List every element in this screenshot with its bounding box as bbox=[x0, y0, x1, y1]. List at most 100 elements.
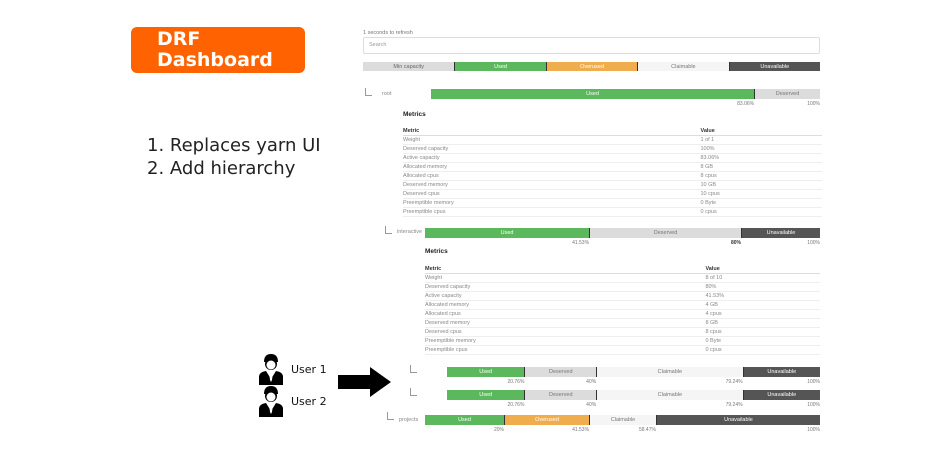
metrics-row: Preemptible cpus 0 cpus bbox=[425, 345, 820, 355]
metrics-row: Preemptible memory 0 Byte bbox=[425, 336, 820, 346]
metric-value: 8 of 10 bbox=[705, 273, 820, 283]
segment-deserved: Deserved bbox=[754, 89, 820, 99]
capacity-bar[interactable]: Used Deserved Claimable Unavailable 20.76% 40… bbox=[447, 367, 820, 385]
segment-unavailable: Unavailable bbox=[742, 367, 820, 377]
metrics-table: Metric Value Weight 1 of 1 Deserved capacity… bbox=[403, 127, 822, 217]
metrics-row: Allocated memory 8 GB bbox=[403, 162, 822, 172]
tree-branch-icon bbox=[365, 88, 372, 96]
metric-column-header: Metric bbox=[403, 127, 701, 136]
tick-label: 79.24% bbox=[725, 379, 743, 385]
tick-label: 80% bbox=[730, 240, 741, 246]
tick-label: 79.24% bbox=[725, 402, 743, 408]
segment-deserved: Deserved bbox=[524, 367, 597, 377]
tick-label: 100% bbox=[807, 402, 820, 408]
tick-label: 41.53% bbox=[572, 240, 590, 246]
tick-label: 100% bbox=[807, 240, 820, 246]
capacity-bar[interactable]: Used Deserved Unavailable 41.53% 80% 100% bbox=[425, 228, 820, 246]
legend-unavailable: Unavailable bbox=[728, 62, 820, 71]
metric-name: Deserved memory bbox=[403, 180, 701, 190]
metric-value: 10 cpus bbox=[700, 189, 822, 199]
metric-name: Active capacity bbox=[403, 153, 701, 163]
metric-value: 83.06% bbox=[700, 153, 822, 163]
capacity-bar[interactable]: Used Overused Claimable Unavailable 20% 41.53… bbox=[425, 415, 820, 433]
tree-branch-icon bbox=[385, 226, 392, 234]
metric-name: Allocated cpus bbox=[425, 309, 706, 319]
feature-item: 1. Replaces yarn UI bbox=[147, 135, 321, 156]
metrics-row: Active capacity 83.06% bbox=[403, 153, 822, 163]
user-icon bbox=[259, 386, 283, 417]
tick-label: 100% bbox=[807, 101, 820, 107]
metric-name: Allocated memory bbox=[425, 300, 706, 310]
tick-label: 100% bbox=[807, 379, 820, 385]
segment-claimable: Claimable bbox=[596, 390, 743, 400]
metric-value: 8 cpus bbox=[705, 327, 820, 337]
metric-name: Weight bbox=[403, 135, 701, 145]
segment-overused: Overused bbox=[504, 415, 590, 425]
metric-value: 0 cpus bbox=[700, 207, 822, 217]
segment-used: Used bbox=[431, 89, 755, 99]
metrics-row: Deserved capacity 100% bbox=[403, 144, 822, 154]
tick-label: 40% bbox=[586, 379, 597, 385]
metrics-row: Allocated memory 4 GB bbox=[425, 300, 820, 310]
user-icon bbox=[259, 354, 283, 385]
segment-used: Used bbox=[447, 367, 525, 377]
metric-value: 0 Byte bbox=[705, 336, 820, 346]
value-column-header: Value bbox=[705, 265, 820, 274]
value-column-header: Value bbox=[700, 127, 822, 136]
user-label: User 2 bbox=[291, 395, 327, 408]
segment-unavailable: Unavailable bbox=[741, 228, 820, 238]
metrics-row: Preemptible memory 0 Byte bbox=[403, 198, 822, 208]
metric-value: 80% bbox=[705, 282, 820, 292]
legend-overused: Overused bbox=[545, 62, 638, 71]
metrics-row: Deserved memory 10 GB bbox=[403, 180, 822, 190]
metrics-title: Metrics bbox=[425, 248, 448, 255]
metrics-row: Deserved capacity 80% bbox=[425, 282, 820, 292]
metric-name: Weight bbox=[425, 273, 706, 283]
logo-line-2: Dashboard bbox=[157, 49, 273, 71]
metrics-row: Deserved cpus 8 cpus bbox=[425, 327, 820, 337]
metric-name: Deserved memory bbox=[425, 318, 706, 328]
refresh-countdown: 1 seconds to refresh bbox=[363, 30, 413, 36]
metric-name: Allocated cpus bbox=[403, 171, 701, 181]
segment-used: Used bbox=[425, 228, 590, 238]
segment-claimable: Claimable bbox=[589, 415, 656, 425]
metrics-row: Allocated cpus 8 cpus bbox=[403, 171, 822, 181]
metrics-row: Weight 1 of 1 bbox=[403, 135, 822, 145]
drf-dashboard-logo: DRF Dashboard bbox=[131, 27, 305, 73]
segment-deserved: Deserved bbox=[589, 228, 741, 238]
metric-value: 41.53% bbox=[705, 291, 820, 301]
metrics-row: Active capacity 41.53% bbox=[425, 291, 820, 301]
capacity-bar[interactable]: Used Deserved Claimable Unavailable 20.76% 40… bbox=[447, 390, 820, 408]
metric-value: 8 cpus bbox=[700, 171, 822, 181]
search-input[interactable]: Search bbox=[363, 37, 820, 54]
tick-label: 100% bbox=[807, 427, 820, 433]
metric-value: 8 GB bbox=[700, 162, 822, 172]
segment-unavailable: Unavailable bbox=[655, 415, 820, 425]
metric-value: 10 GB bbox=[700, 180, 822, 190]
metric-name: Preemptible cpus bbox=[425, 345, 706, 355]
queue-name[interactable]: interactive bbox=[397, 229, 423, 235]
capacity-bar[interactable]: Used Deserved 83.06% 100% bbox=[431, 89, 820, 107]
user-2: User 2 bbox=[258, 385, 378, 417]
tick-label: 83.06% bbox=[737, 101, 755, 107]
tick-label: 20.76% bbox=[507, 402, 525, 408]
queue-name[interactable]: projects bbox=[399, 417, 419, 423]
queue-name[interactable]: root bbox=[382, 91, 392, 97]
user-1: User 1 bbox=[258, 353, 378, 385]
metric-value: 4 cpus bbox=[705, 309, 820, 319]
arrow-right-icon bbox=[338, 367, 391, 397]
feature-list: 1. Replaces yarn UI 2. Add hierarchy bbox=[147, 134, 321, 180]
metric-column-header: Metric bbox=[425, 265, 706, 274]
tree-branch-icon bbox=[410, 365, 417, 373]
metrics-table: Metric Value Weight 8 of 10 Deserved capacit… bbox=[425, 265, 820, 355]
segment-deserved: Deserved bbox=[524, 390, 597, 400]
metric-value: 0 cpus bbox=[705, 345, 820, 355]
metrics-header-row: Metric Value bbox=[425, 265, 820, 274]
metric-name: Preemptible cpus bbox=[403, 207, 701, 217]
metric-value: 4 GB bbox=[705, 300, 820, 310]
metric-name: Deserved cpus bbox=[425, 327, 706, 337]
legend-bar: Min capacity Used Overused Claimable Unavail… bbox=[363, 62, 820, 71]
metric-value: 8 GB bbox=[705, 318, 820, 328]
metric-name: Deserved capacity bbox=[403, 144, 701, 154]
metric-name: Deserved capacity bbox=[425, 282, 706, 292]
